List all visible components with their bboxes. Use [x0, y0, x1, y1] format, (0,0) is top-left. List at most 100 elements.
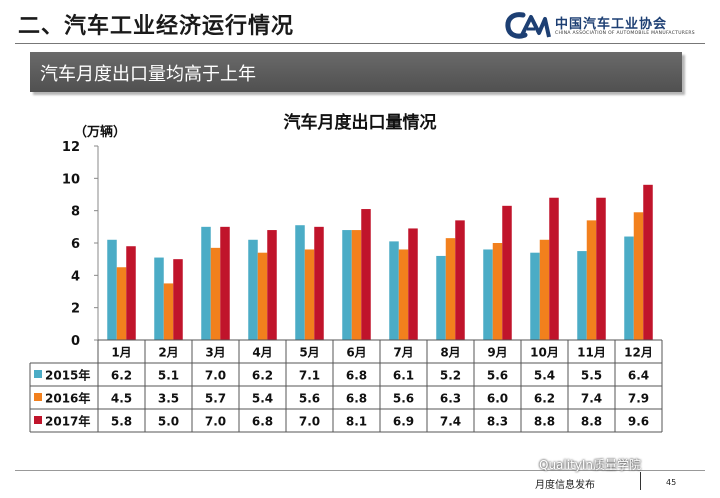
bar-2015年-11月: [577, 251, 587, 340]
watermark: QualityIn质量学院: [515, 456, 641, 473]
data-label: 7.0: [205, 415, 226, 429]
bar-2016年-11月: [586, 220, 597, 340]
data-label: 8.8: [581, 415, 602, 429]
footer-separator: [640, 472, 641, 490]
data-label: 5.6: [299, 392, 320, 406]
x-tick-label: 6月: [346, 346, 366, 360]
bar-2015年-5月: [295, 225, 305, 340]
bar-2016年-5月: [304, 249, 315, 340]
watermark-text: QualityIn质量学院: [539, 458, 642, 472]
bar-2016年-3月: [210, 247, 221, 340]
bar-2015年-12月: [624, 236, 634, 340]
data-label: 4.5: [111, 392, 132, 406]
slide-title: 二、汽车工业经济运行情况: [18, 14, 295, 39]
legend-swatch-2015年: [34, 370, 42, 378]
bar-2017年-1月: [126, 246, 136, 340]
y-tick-label: 12: [62, 140, 80, 155]
x-tick-label: 2月: [158, 346, 178, 360]
x-tick-label: 10月: [530, 346, 559, 360]
x-tick-label: 5月: [299, 346, 319, 360]
chart-title: 汽车月度出口量情况: [284, 112, 437, 133]
wechat-icon: [515, 458, 534, 470]
bar-2017年-3月: [220, 226, 230, 340]
data-label: 5.0: [158, 415, 179, 429]
y-tick-label: 8: [71, 205, 80, 220]
data-label: 5.5: [581, 369, 602, 383]
y-tick-label: 10: [62, 172, 80, 187]
data-label: 5.1: [158, 369, 179, 383]
x-tick-label: 3月: [205, 346, 225, 360]
bar-2015年-3月: [201, 226, 211, 340]
data-label: 6.0: [487, 392, 508, 406]
bar-2016年-1月: [116, 267, 127, 340]
bar-2017年-4月: [267, 230, 277, 340]
data-label: 5.4: [252, 392, 273, 406]
data-label: 9.6: [628, 415, 649, 429]
data-label: 7.9: [628, 392, 649, 406]
section-banner: 汽车月度出口量均高于上年: [30, 52, 682, 92]
y-tick-label: 0: [71, 334, 80, 349]
data-label: 7.1: [299, 369, 320, 383]
y-tick-label: 6: [71, 237, 80, 252]
bar-2017年-9月: [502, 205, 512, 340]
data-label: 6.8: [346, 369, 367, 383]
y-axis-label: （万辆）: [74, 124, 126, 140]
bar-2017年-2月: [173, 259, 183, 340]
bar-2016年-6月: [351, 230, 362, 340]
bar-2015年-1月: [107, 239, 117, 340]
x-tick-label: 9月: [487, 346, 507, 360]
page-number: 45: [666, 478, 677, 487]
data-label: 7.4: [581, 392, 602, 406]
data-label: 8.8: [534, 415, 555, 429]
data-label: 6.2: [534, 392, 555, 406]
data-label: 5.6: [393, 392, 414, 406]
footer-divider: [15, 470, 705, 471]
data-label: 5.2: [440, 369, 461, 383]
bar-2017年-5月: [314, 226, 324, 340]
data-label: 7.0: [205, 369, 226, 383]
legend-swatch-2017年: [34, 416, 42, 424]
data-label: 6.2: [111, 369, 132, 383]
footer-label: 月度信息发布: [535, 480, 595, 491]
x-tick-label: 1月: [111, 346, 131, 360]
data-label: 5.8: [111, 415, 132, 429]
bar-2017年-7月: [408, 228, 418, 340]
bar-2016年-9月: [492, 243, 503, 340]
legend-label: 2016年: [45, 391, 90, 406]
banner-text: 汽车月度出口量均高于上年: [40, 64, 256, 85]
data-label: 8.1: [346, 415, 367, 429]
data-label: 7.0: [299, 415, 320, 429]
data-label: 6.8: [346, 392, 367, 406]
bar-2015年-6月: [342, 230, 352, 340]
bar-2017年-10月: [549, 197, 559, 340]
y-tick-label: 2: [71, 302, 80, 317]
caam-logo-icon: [505, 12, 551, 39]
bar-2015年-7月: [389, 241, 399, 340]
bar-2016年-2月: [163, 283, 174, 340]
bar-2015年-9月: [483, 249, 493, 340]
logo-text-en: CHINA ASSOCIATION OF AUTOMOBILE MANUFACT…: [555, 31, 695, 36]
x-tick-label: 8月: [440, 346, 460, 360]
bar-2016年-8月: [445, 238, 456, 340]
data-label: 5.4: [534, 369, 555, 383]
logo-text-cn: 中国汽车工业协会: [555, 17, 668, 32]
data-label: 6.3: [440, 392, 461, 406]
x-tick-label: 12月: [624, 346, 653, 360]
data-label: 8.3: [487, 415, 508, 429]
bar-2016年-12月: [633, 212, 644, 340]
data-label: 3.5: [158, 392, 179, 406]
x-tick-label: 4月: [252, 346, 272, 360]
bar-2016年-10月: [539, 239, 550, 340]
bar-2017年-12月: [643, 184, 653, 340]
caam-logo: 中国汽车工业协会 CHINA ASSOCIATION OF AUTOMOBILE…: [505, 9, 705, 43]
x-tick-label: 11月: [577, 346, 606, 360]
bar-2015年-10月: [530, 252, 540, 340]
data-label: 6.1: [393, 369, 414, 383]
legend-label: 2015年: [45, 368, 90, 383]
data-label: 6.9: [393, 415, 414, 429]
x-tick-label: 7月: [393, 346, 413, 360]
bar-2017年-6月: [361, 209, 371, 340]
bar-2016年-7月: [398, 249, 409, 340]
bar-2015年-4月: [248, 239, 258, 340]
